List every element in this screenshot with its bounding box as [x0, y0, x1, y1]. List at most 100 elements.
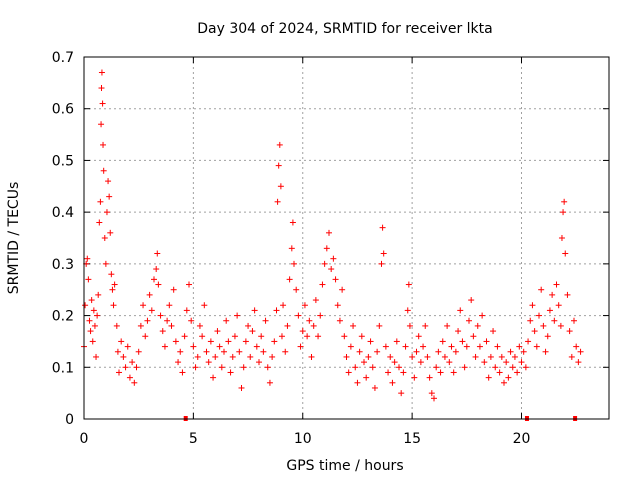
data-point [391, 359, 398, 366]
data-point [249, 328, 256, 335]
y-tick-label: 0 [65, 412, 74, 428]
data-point [365, 353, 372, 360]
data-point [332, 276, 339, 283]
y-tick-label: 0.2 [52, 309, 74, 325]
data-point [380, 250, 387, 257]
data-point [498, 353, 505, 360]
data-point [271, 338, 278, 345]
data-point [124, 343, 131, 350]
x-tick-label: 20 [513, 431, 531, 447]
data-point [369, 364, 376, 371]
data-point [544, 333, 551, 340]
data-point [196, 322, 203, 329]
data-point [507, 348, 514, 355]
data-point [113, 322, 120, 329]
x-tick-label: 5 [189, 431, 198, 447]
data-point [426, 374, 433, 381]
data-point [142, 333, 149, 340]
y-axis-label: SRMTID / TECUs [6, 182, 22, 295]
data-point [345, 369, 352, 376]
data-point [238, 384, 245, 391]
data-point [402, 343, 409, 350]
data-point [98, 85, 105, 92]
data-point [520, 348, 527, 355]
data-point [137, 322, 144, 329]
data-point [111, 281, 118, 288]
data-point [328, 266, 335, 273]
data-point [494, 343, 501, 350]
data-point [240, 364, 247, 371]
data-point [288, 245, 295, 252]
data-point [385, 369, 392, 376]
data-point [273, 307, 280, 314]
data-point [509, 364, 516, 371]
data-point [330, 255, 337, 262]
data-point [140, 302, 147, 309]
data-point [575, 359, 582, 366]
data-point [103, 209, 110, 216]
data-point [116, 369, 122, 376]
data-point [435, 348, 442, 355]
data-point [297, 343, 304, 350]
data-point [444, 322, 451, 329]
data-point [455, 328, 462, 335]
data-point [551, 317, 558, 324]
x-tick-label: 0 [80, 431, 89, 447]
data-point [99, 100, 106, 107]
grid-lines [84, 57, 609, 419]
data-point [153, 266, 160, 273]
data-point [566, 328, 573, 335]
data-point [441, 353, 448, 360]
data-point [91, 322, 98, 329]
data-point [459, 338, 466, 345]
y-tick-label: 0.6 [52, 102, 74, 118]
data-point [299, 328, 306, 335]
data-point [354, 379, 361, 386]
data-point [114, 348, 121, 355]
data-point [490, 328, 497, 335]
data-point [236, 348, 243, 355]
y-tick-label: 0.5 [52, 153, 74, 169]
x-tick-label: 15 [403, 431, 421, 447]
data-point [531, 328, 538, 335]
data-point [350, 322, 357, 329]
data-point [85, 276, 92, 283]
data-point [260, 348, 267, 355]
data-point [522, 364, 529, 371]
data-point [406, 322, 413, 329]
data-point [278, 333, 285, 340]
data-point [437, 369, 444, 376]
data-point [479, 312, 486, 319]
data-point [312, 297, 319, 304]
data-point [367, 338, 374, 345]
data-point [221, 348, 227, 355]
data-point [433, 364, 440, 371]
data-point [269, 353, 276, 360]
data-point [166, 302, 173, 309]
data-point [363, 374, 370, 381]
data-point [157, 312, 164, 319]
data-point [207, 338, 214, 345]
data-point [511, 353, 518, 360]
data-point [428, 390, 435, 397]
data-point [553, 281, 560, 288]
data-point [420, 343, 427, 350]
data-point [183, 307, 190, 314]
data-point [452, 348, 459, 355]
data-point [404, 307, 411, 314]
data-point [356, 348, 363, 355]
data-point [282, 348, 289, 355]
data-point [317, 312, 324, 319]
data-point [387, 353, 394, 360]
data-point [146, 291, 153, 298]
data-point [301, 302, 308, 309]
data-point [405, 281, 412, 288]
data-point [352, 364, 359, 371]
data-point [148, 307, 155, 314]
data-point [293, 286, 300, 293]
data-point [476, 343, 483, 350]
chart-title: Day 304 of 2024, SRMTID for receiver lkt… [197, 21, 492, 37]
data-point [483, 338, 490, 345]
data-point [199, 333, 206, 340]
data-point [533, 343, 540, 350]
